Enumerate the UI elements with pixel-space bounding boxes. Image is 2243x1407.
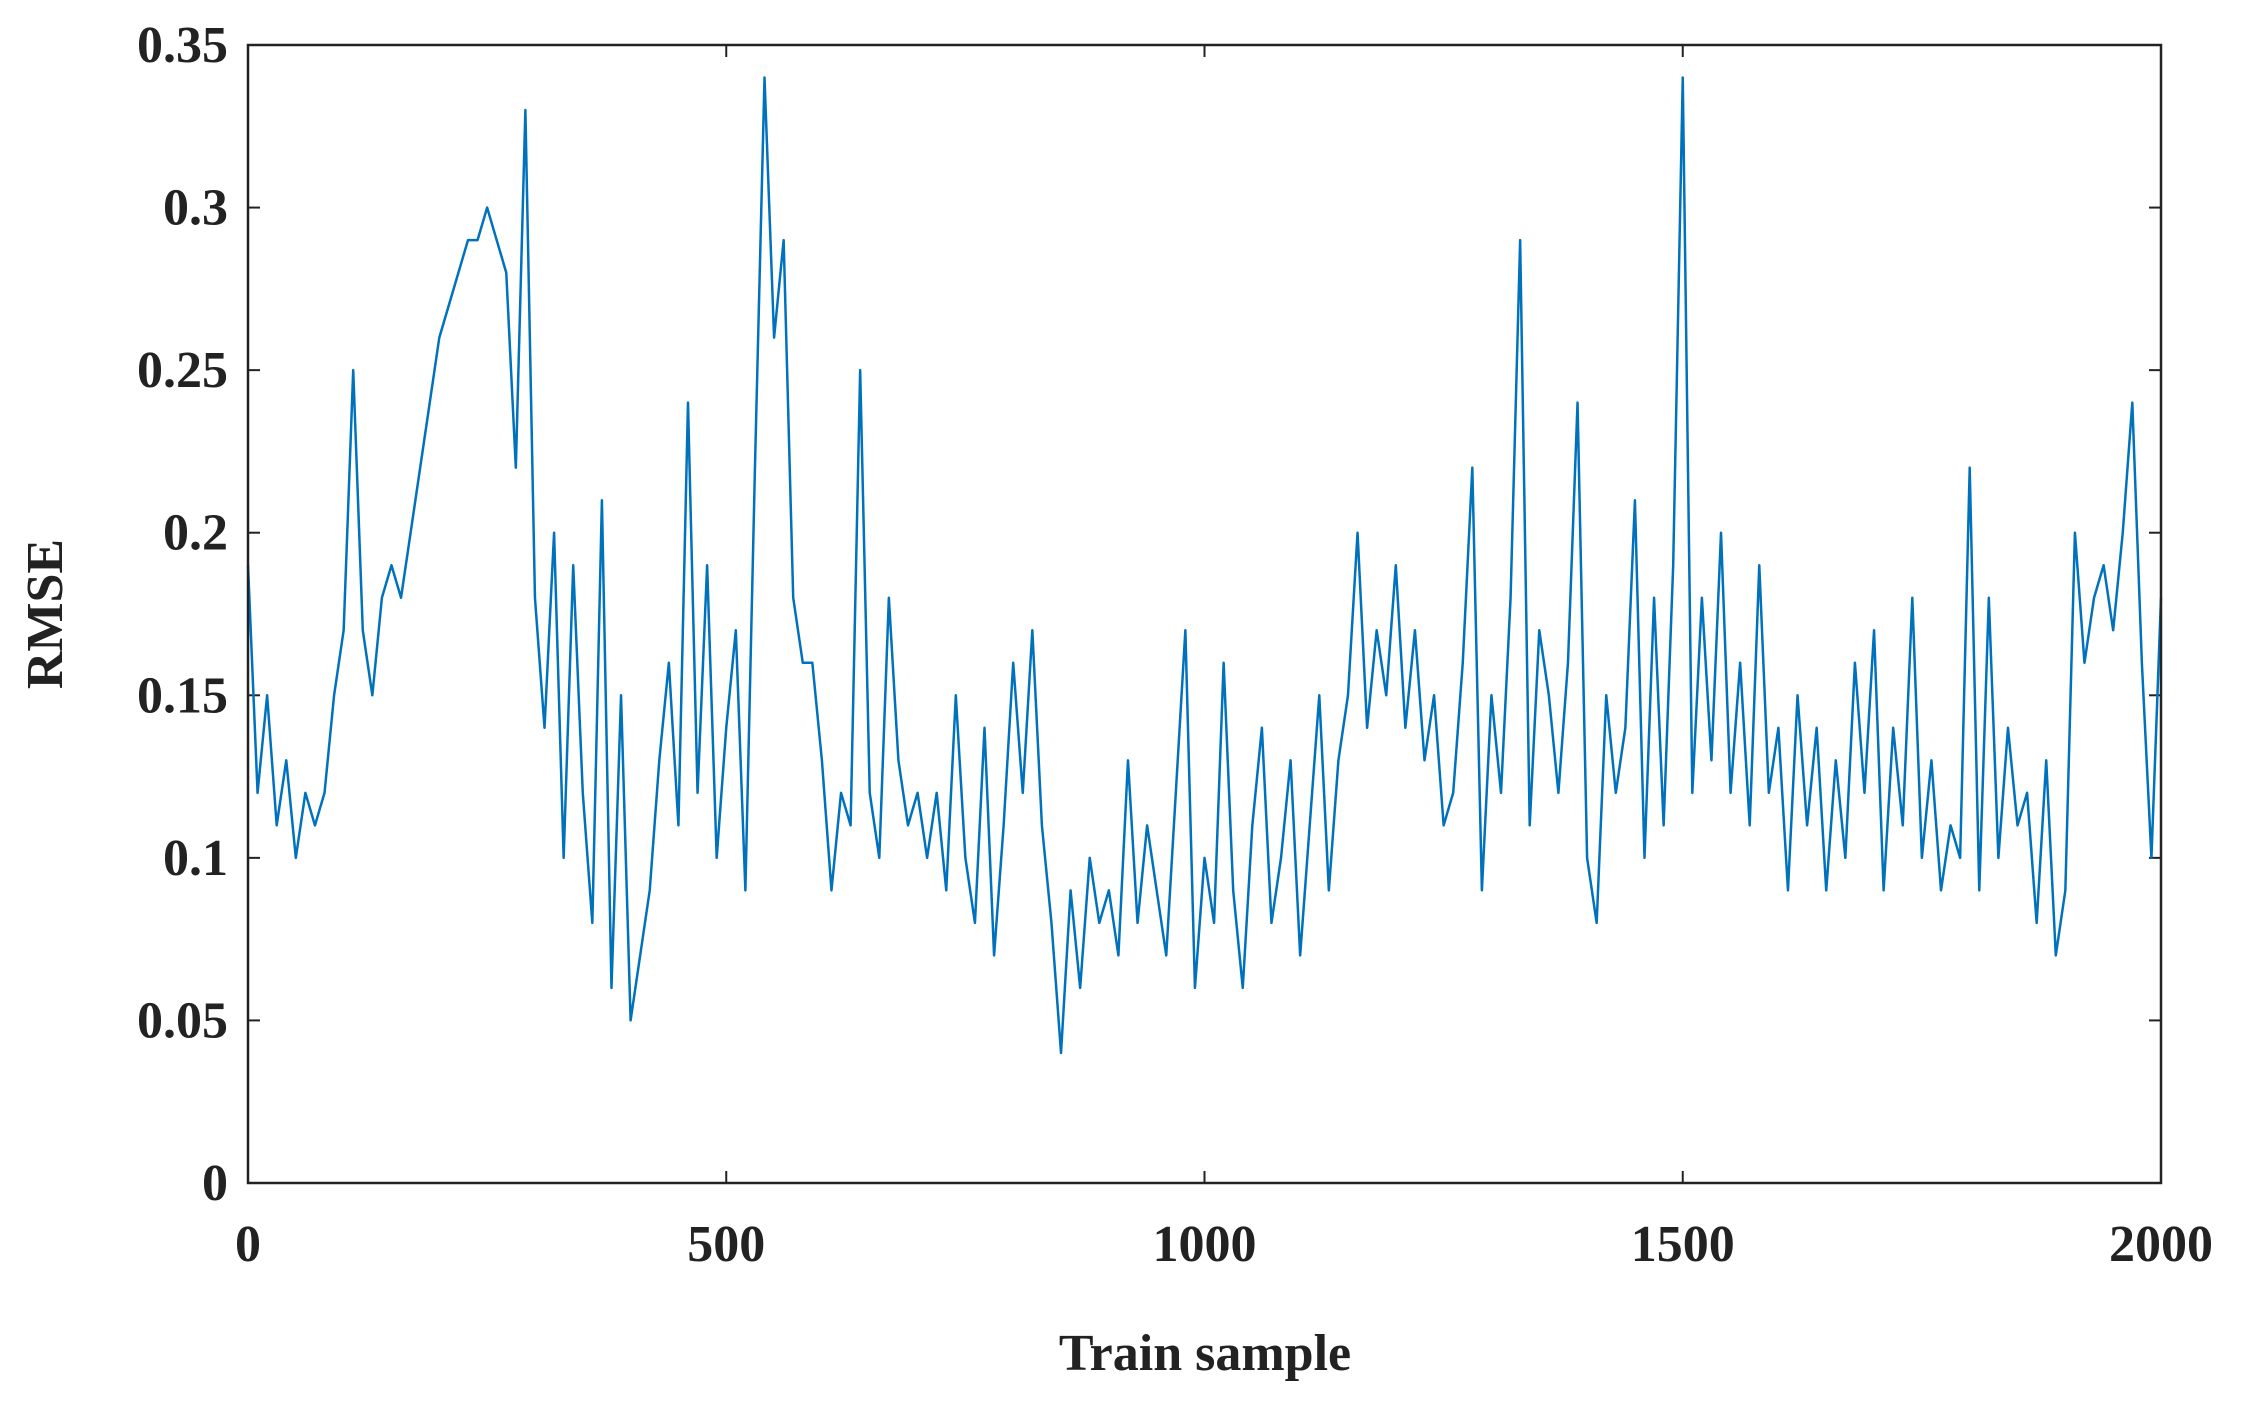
x-tick-label: 1000 [1153, 1216, 1257, 1273]
x-tick-label: 2000 [2109, 1216, 2213, 1273]
y-tick-label: 0.05 [137, 992, 228, 1049]
x-tick-label: 500 [687, 1216, 765, 1273]
x-axis-label: Train sample [1059, 1325, 1351, 1382]
y-tick-label: 0.2 [163, 505, 228, 562]
y-tick-label: 0.3 [163, 180, 228, 237]
y-tick-label: 0.25 [137, 342, 228, 399]
y-axis-label: RMSE [17, 539, 74, 689]
plot-frame [246, 43, 2163, 1185]
data-line [246, 76, 2163, 1055]
y-tick-label: 0.15 [137, 667, 228, 724]
y-tick-label: 0.35 [137, 17, 228, 74]
y-tick-label: 0 [202, 1155, 228, 1212]
x-tick-label: 1500 [1631, 1216, 1735, 1273]
y-tick-label: 0.1 [163, 830, 228, 887]
x-tick-label: 0 [235, 1216, 261, 1273]
